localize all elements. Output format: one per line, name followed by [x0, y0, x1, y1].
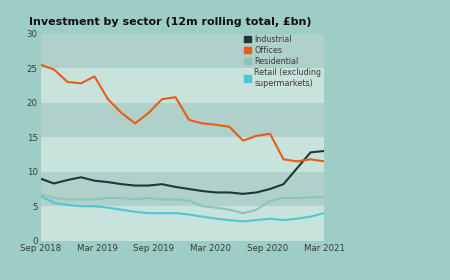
Bar: [40, 172, 324, 206]
Bar: [40, 68, 324, 103]
Bar: [40, 206, 324, 241]
Bar: [40, 137, 324, 172]
Legend: Industrial, Offices, Residential, Retail (excluding
supermarkets): Industrial, Offices, Residential, Retail…: [242, 34, 323, 89]
Text: Investment by sector (12m rolling total, £bn): Investment by sector (12m rolling total,…: [29, 17, 312, 27]
Bar: [40, 103, 324, 137]
Bar: [40, 34, 324, 68]
